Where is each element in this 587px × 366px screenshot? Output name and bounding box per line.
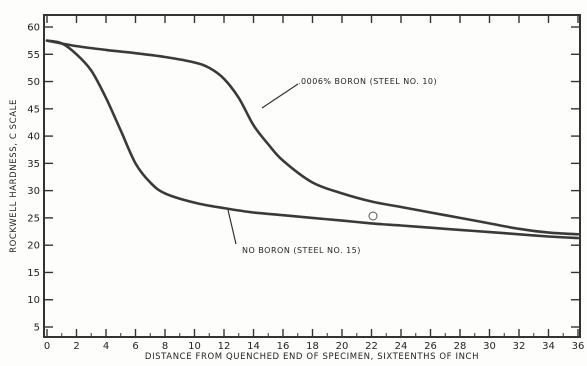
x-axis: 0 2 4 6 8 10 12 14 16 18 20 22 24 26 28 30 32 34 36 bbox=[44, 15, 585, 352]
series-layer bbox=[45, 39, 580, 240]
x-tick-label: 14 bbox=[247, 341, 260, 352]
x-tick-label: 2 bbox=[73, 341, 79, 352]
annotation-leader-boron bbox=[261, 83, 299, 109]
y-tick-label: 50 bbox=[27, 77, 40, 88]
y-tick-label: 55 bbox=[27, 50, 40, 61]
x-tick-label: 4 bbox=[103, 341, 109, 352]
x-tick-label: 24 bbox=[395, 341, 408, 352]
annotation-no-boron: NO BORON (STEEL NO. 15) bbox=[242, 246, 361, 255]
x-tick-label: 8 bbox=[162, 341, 168, 352]
x-tick-label: 20 bbox=[336, 341, 349, 352]
series-line-no-boron bbox=[45, 39, 580, 240]
y-tick-label: 25 bbox=[27, 213, 40, 224]
y-tick-label: 30 bbox=[27, 186, 40, 197]
x-tick-label: 32 bbox=[513, 341, 526, 352]
y-tick-label: 40 bbox=[27, 132, 40, 143]
annotation-boron: .0006% BORON (STEEL NO. 10) bbox=[298, 77, 437, 86]
x-axis-title: DISTANCE FROM QUENCHED END OF SPECIMEN, … bbox=[145, 352, 479, 362]
x-tick-label: 26 bbox=[424, 341, 437, 352]
y-axis-title: ROCKWELL HARDNESS, C SCALE bbox=[9, 99, 19, 253]
x-tick-label: 18 bbox=[306, 341, 319, 352]
y-tick-label: 15 bbox=[27, 268, 40, 279]
y-tick-label: 5 bbox=[34, 323, 40, 334]
series-line-boron bbox=[45, 39, 580, 236]
marker-circle bbox=[368, 211, 378, 221]
y-tick-label: 35 bbox=[27, 159, 40, 170]
x-tick-label: 36 bbox=[572, 341, 585, 352]
x-tick-label: 22 bbox=[365, 341, 378, 352]
y-axis: 5 10 15 20 25 30 35 40 45 50 55 60 bbox=[27, 23, 580, 334]
y-tick-label: 10 bbox=[27, 295, 40, 306]
x-tick-label: 0 bbox=[44, 341, 50, 352]
y-tick-label: 60 bbox=[27, 23, 40, 34]
x-tick-label: 6 bbox=[132, 341, 138, 352]
x-tick-label: 12 bbox=[218, 341, 231, 352]
plot-frame bbox=[43, 14, 581, 338]
y-tick-label: 45 bbox=[27, 104, 40, 115]
x-tick-label: 34 bbox=[542, 341, 555, 352]
x-tick-label: 28 bbox=[454, 341, 467, 352]
x-tick-label: 10 bbox=[188, 341, 201, 352]
annotation-leader-no-boron bbox=[227, 209, 237, 245]
x-tick-label: 30 bbox=[483, 341, 496, 352]
y-tick-label: 20 bbox=[27, 241, 40, 252]
x-tick-label: 16 bbox=[277, 341, 290, 352]
